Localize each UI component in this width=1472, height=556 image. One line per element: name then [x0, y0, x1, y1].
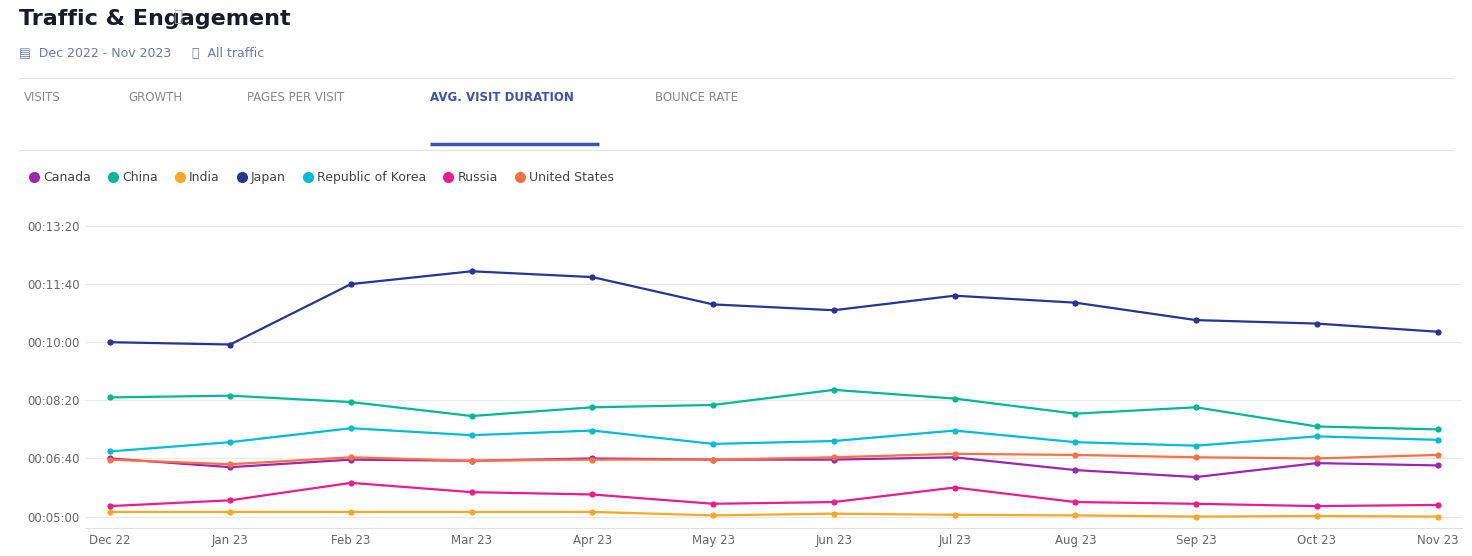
- Text: Traffic & Engagement: Traffic & Engagement: [19, 9, 291, 29]
- Text: BOUNCE RATE: BOUNCE RATE: [655, 91, 737, 104]
- Text: PAGES PER VISIT: PAGES PER VISIT: [247, 91, 344, 104]
- Text: VISITS: VISITS: [24, 91, 60, 104]
- Text: ⧉  All traffic: ⧉ All traffic: [184, 47, 265, 59]
- Legend: Canada, China, India, Japan, Republic of Korea, Russia, United States: Canada, China, India, Japan, Republic of…: [25, 166, 620, 190]
- Text: GROWTH: GROWTH: [128, 91, 183, 104]
- Text: AVG. VISIT DURATION: AVG. VISIT DURATION: [430, 91, 574, 104]
- Text: ▤  Dec 2022 - Nov 2023: ▤ Dec 2022 - Nov 2023: [19, 47, 171, 59]
- Text: ⓘ: ⓘ: [174, 9, 183, 24]
